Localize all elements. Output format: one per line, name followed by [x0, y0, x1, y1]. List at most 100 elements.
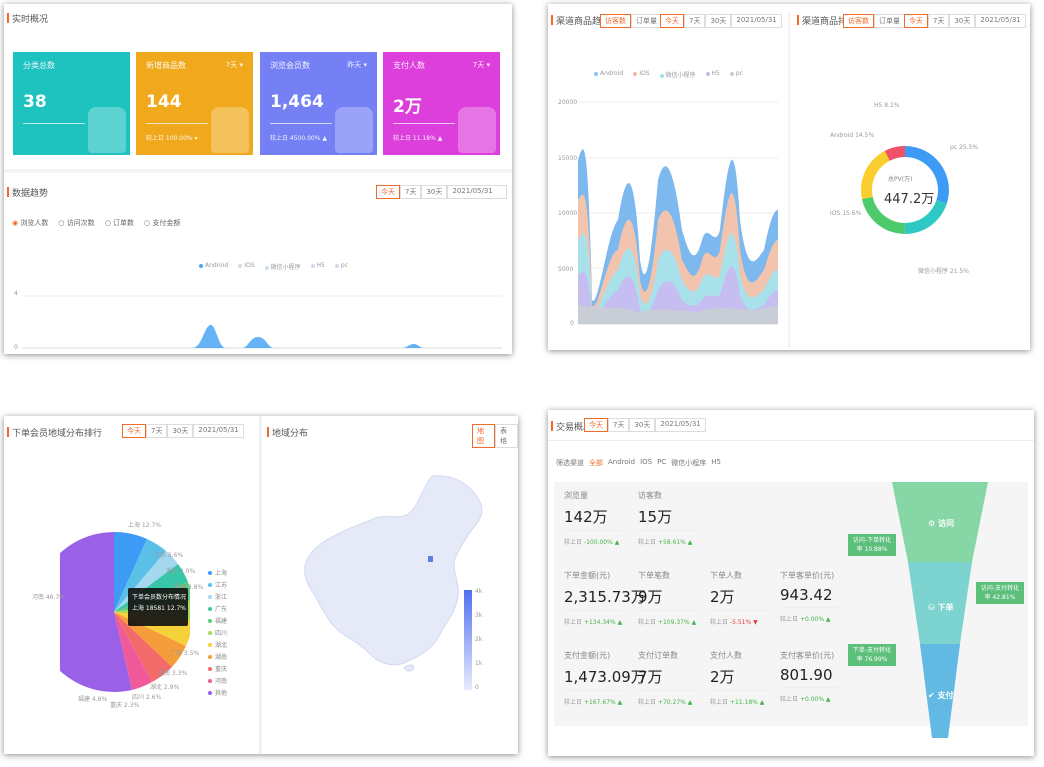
tab-30days[interactable]: 30天 — [949, 14, 976, 28]
tab-visitors[interactable]: 访客数 — [600, 14, 631, 28]
legend-item[interactable]: 上海 — [208, 568, 227, 580]
tab-today[interactable]: 今天 — [584, 418, 608, 432]
legend-item[interactable]: IOS — [238, 262, 255, 271]
metric-divider — [564, 690, 622, 691]
metric-value: 2万 — [710, 588, 735, 606]
tab-30days[interactable]: 30天 — [167, 424, 194, 438]
y-tick: 0 — [570, 320, 574, 327]
change-value: +11.18% ▲ — [729, 699, 765, 706]
region-legend: 上海 江苏 浙江 广东 福建 四川 湖北 湖南 重庆 河南 其他 — [208, 568, 227, 700]
legend-item[interactable]: 其他 — [208, 688, 227, 700]
radio-visits[interactable]: ○ 访问次数 — [58, 219, 95, 227]
legend-item[interactable]: 重庆 — [208, 664, 227, 676]
channel-donut-chart — [861, 146, 949, 235]
tab-map[interactable]: 地图 — [472, 424, 495, 448]
date-picker[interactable]: 2021/05/31 — [975, 14, 1026, 28]
date-picker[interactable]: 2021/05/31 — [193, 424, 244, 438]
period-dropdown[interactable]: 7天 ▾ — [472, 61, 490, 69]
radio-browse[interactable]: ◉ 浏览人数 — [12, 219, 49, 227]
period-dropdown[interactable]: 7天 ▾ — [225, 61, 243, 69]
legend-dot — [208, 655, 212, 659]
filter-option-h5[interactable]: H5 — [711, 458, 721, 466]
tab-7days[interactable]: 7天 — [608, 418, 630, 432]
legend-item[interactable]: 微信小程序 — [659, 70, 696, 79]
legend-item[interactable]: 浙江 — [208, 592, 227, 604]
date-picker[interactable]: 2021/05/31 — [447, 185, 508, 199]
tab-visitors[interactable]: 访客数 — [843, 14, 874, 28]
date-picker[interactable]: 2021/05/31 — [731, 14, 782, 28]
legend-item[interactable]: pc — [334, 262, 348, 271]
card-divider — [146, 123, 208, 124]
tab-orders[interactable]: 订单量 — [874, 14, 905, 28]
legend-item[interactable]: Android — [594, 70, 623, 79]
tab-table[interactable]: 表格 — [495, 424, 518, 448]
legend-item[interactable]: 四川 — [208, 628, 227, 640]
metric-order-users: 下单人数 2万 较上日 -5.51% ▼ — [710, 570, 768, 626]
filter-option-mini-program[interactable]: 微信小程序 — [671, 459, 707, 467]
period-dropdown[interactable]: 昨天 ▾ — [347, 61, 367, 69]
card-new-goods[interactable]: 新增商品数 7天 ▾ 144 较上日 100.00% ▾ — [136, 52, 253, 155]
legend-label: 上海 — [215, 570, 228, 577]
tab-today[interactable]: 今天 — [122, 424, 146, 438]
legend-item[interactable]: 湖南 — [208, 652, 227, 664]
change-value: +0.00% ▲ — [799, 696, 831, 703]
legend-item[interactable]: 微信小程序 — [264, 262, 301, 271]
metric-compare: 较上日 +11.18% ▲ — [710, 697, 768, 706]
metric-divider — [564, 610, 622, 611]
tab-today[interactable]: 今天 — [660, 14, 684, 28]
radio-orders[interactable]: ○ 订单数 — [104, 219, 135, 227]
legend-item[interactable]: 江苏 — [208, 580, 227, 592]
pie-label: 上海 12.7% — [128, 522, 161, 529]
tab-30days[interactable]: 30天 — [421, 185, 448, 199]
pie-label: 重庆 2.3% — [110, 702, 140, 709]
tab-30days[interactable]: 30天 — [629, 418, 656, 432]
tab-30days[interactable]: 30天 — [705, 14, 732, 28]
filter-option-all[interactable]: 全部 — [589, 459, 603, 467]
legend-item[interactable]: 福建 — [208, 616, 227, 628]
pie-label: 福建 4.6% — [78, 696, 108, 703]
tab-7days[interactable]: 7天 — [928, 14, 950, 28]
filter-option-android[interactable]: Android — [608, 458, 636, 466]
tab-7days[interactable]: 7天 — [146, 424, 168, 438]
legend-item[interactable]: 湖北 — [208, 640, 227, 652]
legend-item[interactable]: IOS — [633, 70, 650, 79]
donut-slice-pc — [905, 146, 949, 204]
legend-label: Android — [600, 70, 624, 77]
card-pay-users[interactable]: 支付人数 7天 ▾ 2万 较上日 11.18% ▲ — [383, 52, 500, 155]
legend-item[interactable]: Android — [199, 262, 228, 271]
legend-label: H5 — [316, 262, 325, 269]
radio-label: 访问次数 — [66, 219, 95, 227]
metric-label: 下单人数 — [710, 571, 742, 580]
filter-option-ios[interactable]: IOS — [640, 458, 653, 466]
legend-item[interactable]: H5 — [705, 70, 720, 79]
legend-item[interactable]: 广东 — [208, 604, 227, 616]
filter-option-pc[interactable]: PC — [657, 458, 667, 466]
legend-item[interactable]: 河南 — [208, 676, 227, 688]
radio-pay[interactable]: ○ 支付金额 — [144, 219, 181, 227]
radio-label: 支付金额 — [152, 219, 181, 227]
card-category-count[interactable]: 分类总数 38 — [13, 52, 130, 155]
tab-7days[interactable]: 7天 — [684, 14, 706, 28]
map-highlight-region[interactable] — [428, 556, 433, 562]
tab-today[interactable]: 今天 — [904, 14, 928, 28]
legend-label: IOS — [639, 70, 650, 77]
legend-label: 江苏 — [215, 582, 228, 589]
metric-label: 支付金额(元) — [564, 651, 611, 660]
channel-rank-metric-tabs: 访客数 订单量 — [843, 14, 905, 28]
tab-orders[interactable]: 订单量 — [631, 14, 662, 28]
china-map[interactable] — [300, 472, 490, 672]
card-compare: 较上日 4500.00% ▲ — [270, 135, 327, 142]
date-picker[interactable]: 2021/05/31 — [655, 418, 706, 432]
tab-today[interactable]: 今天 — [376, 185, 400, 199]
metric-value: 15万 — [638, 508, 673, 526]
legend-item[interactable]: pc — [729, 70, 743, 79]
trade-panel: 交易概况 今天 7天 30天 2021/05/31 筛选渠道 全部 Androi… — [548, 410, 1034, 756]
scale-tick: 4k — [475, 588, 483, 595]
compare-label: 较上日 — [638, 699, 657, 706]
tab-7days[interactable]: 7天 — [400, 185, 422, 199]
card-browse-members[interactable]: 浏览会员数 昨天 ▾ 1,464 较上日 4500.00% ▲ — [260, 52, 377, 155]
channel-rank-tabs: 今天 7天 30天 2021/05/31 — [904, 14, 1026, 28]
series-pc — [578, 305, 778, 324]
legend-item[interactable]: H5 — [310, 262, 325, 271]
coin-icon — [458, 107, 496, 153]
